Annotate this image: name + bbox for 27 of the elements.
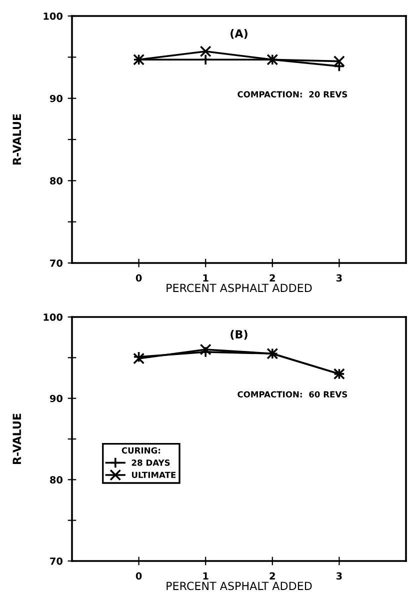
x-tick-label: 2 (270, 572, 275, 580)
y-tick-label: 70 (50, 259, 63, 267)
x-tick-label: 0 (136, 274, 142, 282)
y-tick-label: 100 (44, 12, 63, 20)
legend-title: CURING: (122, 447, 160, 454)
x-tick-label: 1 (203, 274, 208, 282)
y-tick-label: 80 (50, 476, 63, 484)
x-axis-title: PERCENT ASPHALT ADDED (166, 582, 312, 590)
y-tick-label: 90 (50, 394, 63, 402)
y-tick-label: 90 (50, 94, 63, 102)
y-axis-title: R-VALUE (12, 414, 22, 464)
y-axis-title: R-VALUE (12, 114, 22, 165)
x-tick-label: 3 (336, 572, 342, 580)
x-tick-label: 2 (270, 274, 275, 282)
y-tick-label: 70 (50, 557, 63, 565)
text: (B) (230, 330, 248, 340)
text: (A) (230, 29, 248, 39)
legend-label: 28 DAYS (132, 460, 170, 466)
x-tick-label: 3 (336, 274, 342, 282)
x-axis-title: PERCENT ASPHALT ADDED (166, 284, 312, 292)
annotation: COMPACTION: 20 REVS (238, 91, 348, 98)
y-tick-label: 100 (44, 313, 63, 321)
y-tick-label: 80 (50, 177, 63, 184)
x-tick-label: 1 (203, 572, 208, 580)
annotation: COMPACTION: 60 REVS (238, 391, 348, 398)
x-tick-label: 0 (136, 572, 142, 580)
legend-label: ULTIMATE (132, 472, 176, 478)
